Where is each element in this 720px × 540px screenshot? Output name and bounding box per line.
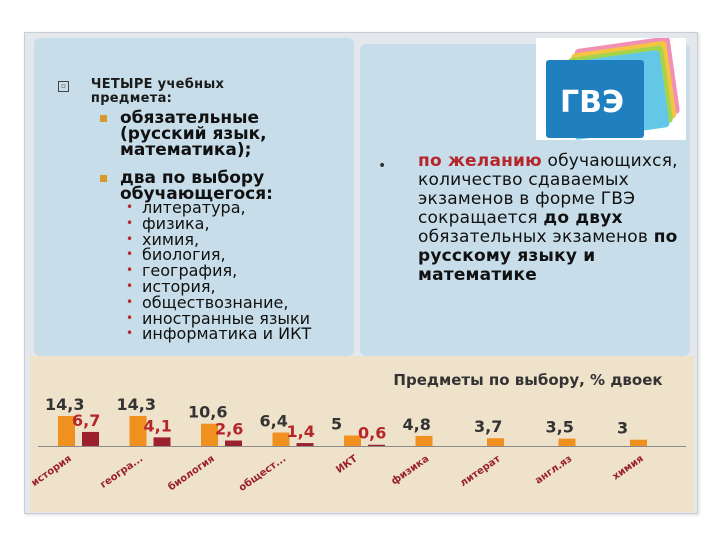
- data-label: 4,8: [403, 415, 431, 434]
- subject-item: • история,: [126, 276, 216, 296]
- bar: [487, 438, 504, 446]
- bar-second: [153, 437, 171, 446]
- data-label-second: 2,6: [215, 420, 243, 439]
- subject-item: • биология,: [126, 245, 226, 265]
- square-bullet-icon: [100, 115, 107, 122]
- subject-item: • физика,: [126, 213, 210, 233]
- bar: [558, 438, 576, 446]
- dot-bullet-icon: •: [126, 200, 134, 214]
- mandatory-bullet: обязательные (русский язык, математика);: [100, 108, 320, 160]
- heading-bullet: ▫ ЧЕТЫРЕ учебных предмета:: [58, 78, 308, 106]
- bar-second: [296, 443, 314, 446]
- paragraph-segment: по желанию: [418, 151, 542, 171]
- bar: [129, 415, 147, 446]
- square-bullet-icon: [100, 175, 107, 182]
- data-label-second: 0,6: [358, 424, 386, 443]
- dot-bullet-icon: •: [126, 247, 134, 262]
- bar: [201, 423, 218, 446]
- mandatory-text: обязательные (русский язык, математика);: [120, 108, 267, 160]
- dot-bullet-icon: •: [126, 263, 134, 278]
- data-label: 14,3: [45, 395, 84, 414]
- chart: Предметы по выбору, % двоек 14,36,7истор…: [30, 356, 694, 512]
- dot-bullet-icon: •: [126, 278, 134, 293]
- paragraph-segment: обязательных экзаменов: [418, 227, 654, 247]
- dot-bullet-icon: •: [126, 294, 134, 309]
- choice-text: два по выбору обучающегося:: [120, 168, 273, 204]
- left-panel: [34, 38, 354, 356]
- data-label: 3: [617, 419, 628, 438]
- paragraph-segment: обучающихся, количество сдаваемых экзаме…: [418, 151, 678, 228]
- dot-bullet-icon: •: [126, 231, 134, 246]
- paragraph-segment: по русскому языку и математике: [418, 227, 678, 285]
- bar: [630, 439, 647, 446]
- data-label: 3,7: [474, 417, 502, 436]
- choice-bullet: два по выбору обучающегося:: [100, 168, 320, 204]
- data-label-second: 6,7: [72, 411, 100, 430]
- subject-list: • литература, • физика, • химия, • биология,…: [126, 200, 311, 342]
- data-label: 3,5: [546, 418, 574, 437]
- right-paragraph: по желанию обучающихся, количество сдава…: [418, 152, 680, 285]
- logo-text: ГВЭ: [560, 85, 624, 120]
- data-label: 5: [331, 415, 342, 434]
- subject-item: • иностранные языки: [126, 308, 311, 328]
- dot-bullet-icon: •: [126, 326, 134, 341]
- chart-title: Предметы по выбору, % двоек: [393, 371, 662, 389]
- paragraph-segment: до двух: [543, 208, 623, 228]
- subject-item: • география,: [126, 261, 238, 281]
- data-label-second: 4,1: [144, 416, 172, 435]
- dot-bullet-icon: •: [126, 215, 134, 230]
- data-label-second: 1,4: [287, 422, 315, 441]
- subject-item: • химия,: [126, 229, 200, 249]
- data-label: 10,6: [188, 403, 227, 422]
- dot-bullet-icon: •: [126, 310, 134, 325]
- data-label: 14,3: [117, 395, 156, 414]
- bar-second: [225, 440, 242, 446]
- checkbox-bullet-icon: ▫: [58, 81, 69, 92]
- bar: [344, 435, 361, 446]
- subject-item: • литература,: [126, 198, 246, 217]
- bar-second: [368, 444, 385, 446]
- data-label: 6,4: [260, 412, 288, 431]
- right-bullet-icon: •: [378, 158, 387, 174]
- heading-text: ЧЕТЫРЕ учебных предмета:: [90, 77, 225, 106]
- subject-item: • обществознание,: [126, 292, 289, 312]
- bar-second: [82, 431, 99, 446]
- gve-logo: ГВЭ: [536, 38, 686, 140]
- bar: [58, 415, 75, 446]
- folder-blue: [546, 60, 644, 138]
- subject-item: • информатика и ИКТ: [126, 324, 312, 344]
- bar: [272, 432, 290, 446]
- bar: [415, 435, 433, 446]
